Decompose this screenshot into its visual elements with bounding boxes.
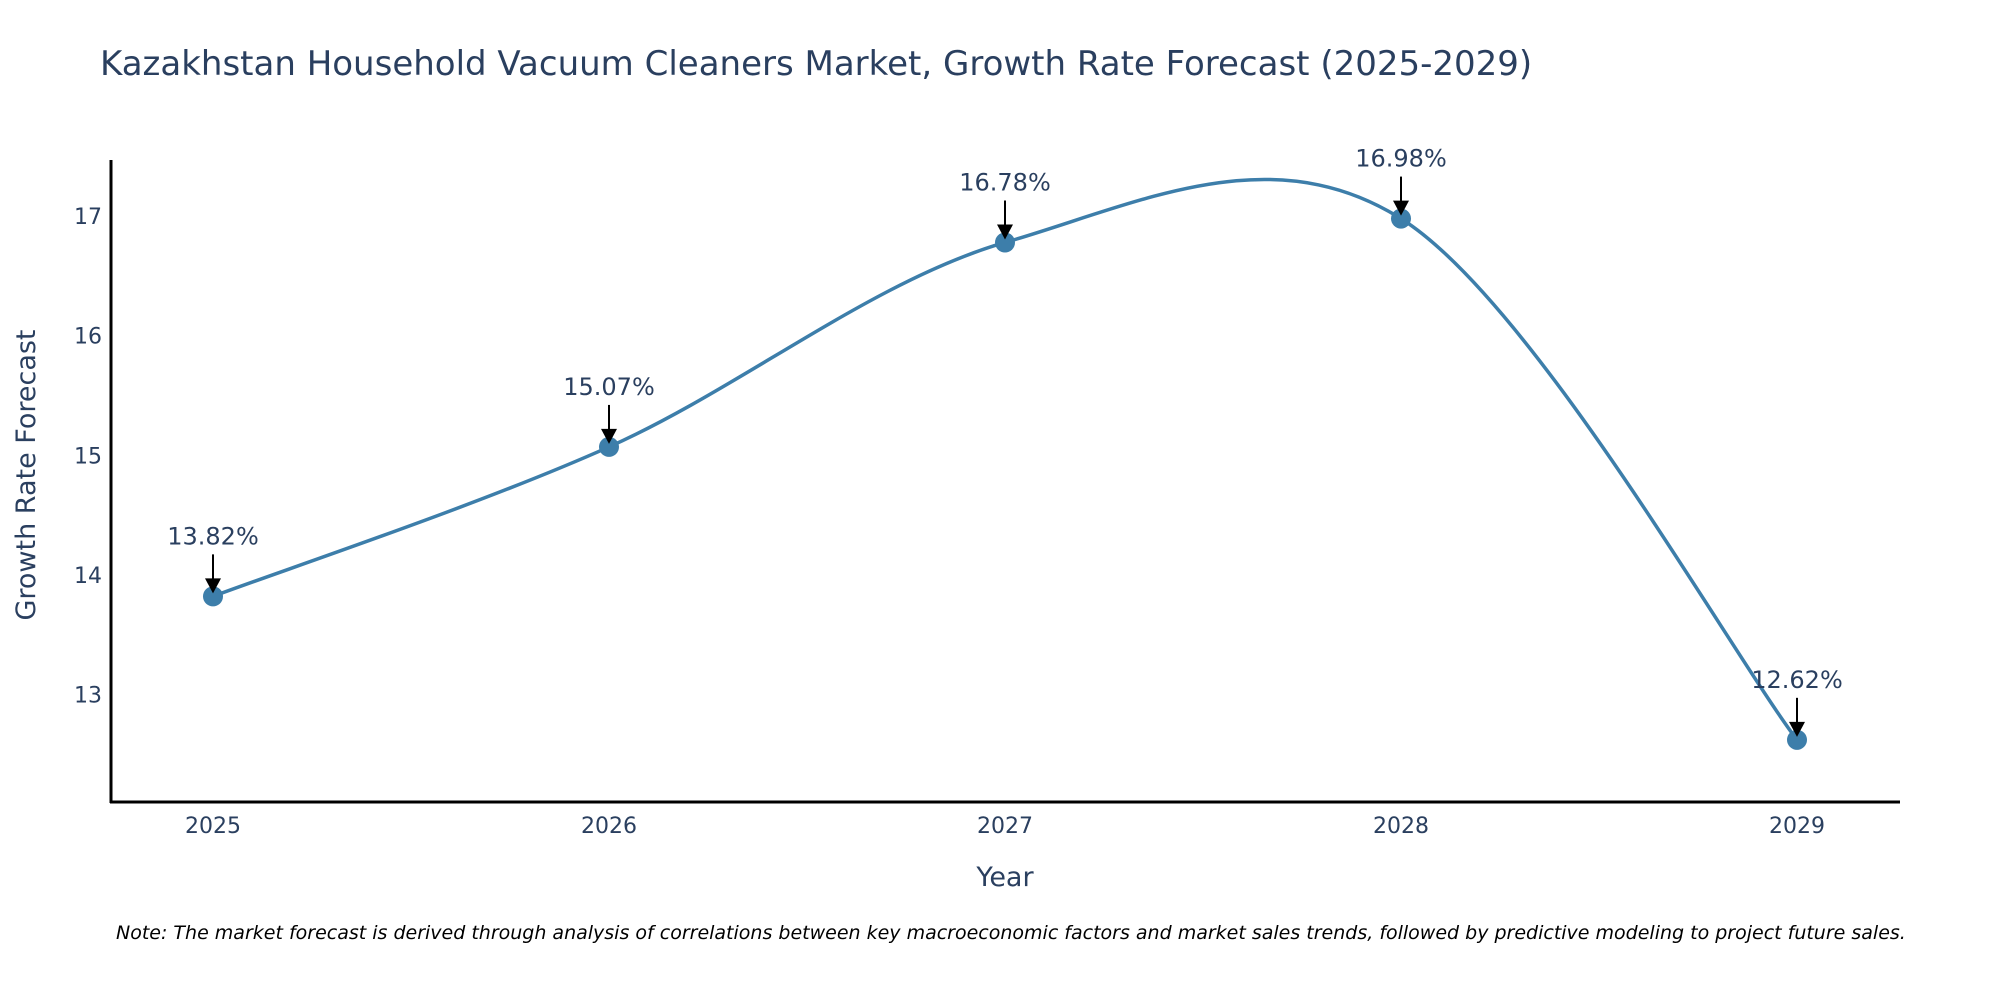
annotation-arrow-head bbox=[1393, 200, 1409, 216]
data-label: 12.62% bbox=[1751, 666, 1843, 694]
data-annotation: 16.98% bbox=[1355, 145, 1447, 216]
data-annotation: 13.82% bbox=[167, 522, 259, 594]
data-annotations: 13.82% 15.07% 16.78% 16.98% 12.62% bbox=[167, 145, 1843, 737]
y-tick-label: 17 bbox=[74, 205, 102, 230]
data-label: 13.82% bbox=[167, 522, 259, 550]
y-axis-ticks: 13 14 15 16 17 bbox=[74, 205, 102, 708]
annotation-arrow-head bbox=[997, 224, 1013, 240]
data-point bbox=[203, 586, 223, 607]
data-annotation: 15.07% bbox=[563, 373, 655, 444]
data-markers bbox=[203, 208, 1807, 750]
data-label: 16.98% bbox=[1355, 145, 1447, 173]
data-label: 16.78% bbox=[959, 168, 1051, 196]
data-point bbox=[995, 232, 1015, 253]
x-tick-label: 2029 bbox=[1769, 814, 1825, 839]
data-annotation: 16.78% bbox=[959, 168, 1051, 240]
data-point bbox=[1391, 208, 1411, 229]
annotation-arrow-head bbox=[601, 428, 617, 444]
data-point bbox=[599, 436, 619, 457]
x-tick-label: 2026 bbox=[581, 814, 637, 839]
y-axis-title: Growth Rate Forecast bbox=[11, 329, 42, 620]
y-tick-label: 15 bbox=[74, 444, 102, 469]
x-tick-label: 2025 bbox=[185, 814, 241, 839]
chart-title: Kazakhstan Household Vacuum Cleaners Mar… bbox=[100, 44, 1533, 84]
y-tick-label: 16 bbox=[74, 325, 102, 350]
data-point bbox=[1787, 729, 1807, 750]
chart-note: Note: The market forecast is derived thr… bbox=[116, 922, 1906, 944]
data-label: 15.07% bbox=[563, 373, 655, 401]
annotation-arrow-head bbox=[1789, 721, 1805, 737]
x-tick-label: 2027 bbox=[977, 814, 1033, 839]
data-annotation: 12.62% bbox=[1751, 666, 1843, 737]
y-tick-label: 13 bbox=[74, 683, 102, 708]
x-axis-ticks: 2025 2026 2027 2028 2029 bbox=[185, 814, 1825, 839]
series-line bbox=[212, 177, 1799, 741]
y-tick-label: 14 bbox=[74, 564, 102, 589]
x-axis-title: Year bbox=[975, 862, 1034, 893]
x-tick-label: 2028 bbox=[1373, 814, 1429, 839]
annotation-arrow-head bbox=[205, 578, 221, 594]
